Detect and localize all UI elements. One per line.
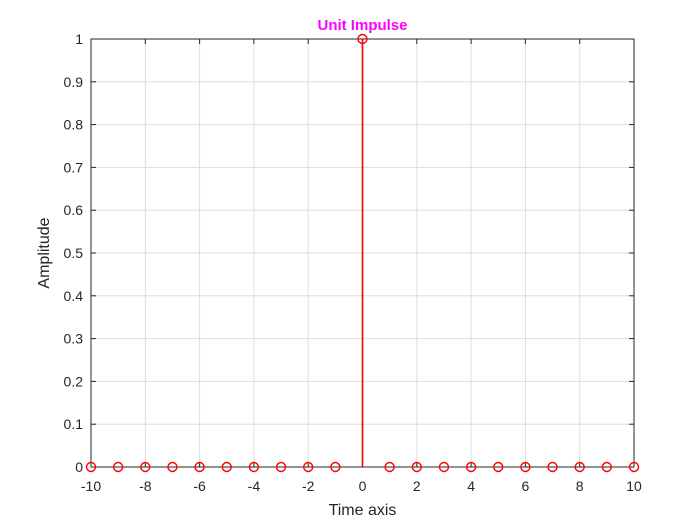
stem-series <box>85 33 640 473</box>
x-tick-label: -4 <box>248 478 261 494</box>
x-tick-label: 10 <box>626 478 642 494</box>
y-tick-label: 0 <box>75 459 83 475</box>
x-axis-label: Time axis <box>329 502 397 519</box>
stem-marker <box>601 461 613 473</box>
stem-marker <box>167 461 178 473</box>
stem-marker <box>547 461 558 473</box>
y-tick-label: 0.3 <box>64 331 84 347</box>
x-tick-label: -10 <box>81 478 101 494</box>
y-tick-label: 0.7 <box>64 159 84 175</box>
y-tick-label: 0.6 <box>64 202 84 218</box>
x-tick-label: -8 <box>139 478 152 494</box>
y-tick-label: 0.2 <box>64 373 84 389</box>
y-axis-label: Amplitude <box>36 217 53 288</box>
y-tick-label: 0.4 <box>64 288 84 304</box>
stem-marker <box>194 461 205 473</box>
x-tick-label: -6 <box>193 478 206 494</box>
stem-marker <box>411 461 422 473</box>
stem-marker <box>330 461 341 473</box>
stem-marker <box>357 33 368 45</box>
stem-marker <box>221 461 232 473</box>
x-tick-label: 6 <box>522 478 530 494</box>
y-tick-label: 0.5 <box>64 245 84 261</box>
x-tick-label: 2 <box>413 478 421 494</box>
stem-marker <box>520 461 531 473</box>
chart-title: Unit Impulse <box>317 17 407 34</box>
stem-marker <box>493 461 504 473</box>
stem-marker <box>112 461 124 473</box>
x-tick-label: 8 <box>576 478 584 494</box>
y-tick-label: 0.9 <box>64 74 84 90</box>
stem-marker <box>384 461 395 473</box>
stem-marker <box>275 461 287 473</box>
x-tick-label: -2 <box>302 478 315 494</box>
y-tick-labels: 0 0.1 0.2 0.3 0.4 0.5 0.6 0.7 0.8 0.9 1 <box>64 31 84 475</box>
stem-marker <box>140 461 151 473</box>
y-tick-label: 1 <box>75 31 83 47</box>
x-tick-label: 0 <box>359 478 367 494</box>
y-tick-label: 0.8 <box>64 117 84 133</box>
stem-marker <box>465 461 477 473</box>
x-tick-labels: -10 -8 -6 -4 -2 0 2 4 6 8 10 <box>81 478 642 494</box>
stem-marker <box>574 461 585 473</box>
x-tick-label: 4 <box>467 478 475 494</box>
y-tick-label: 0.1 <box>64 416 84 432</box>
tick-marks <box>90 38 635 468</box>
stem-marker <box>85 461 97 473</box>
stem-marker <box>438 461 450 473</box>
stem-marker <box>303 461 314 473</box>
stem-marker <box>248 461 260 473</box>
stem-marker <box>628 461 640 473</box>
